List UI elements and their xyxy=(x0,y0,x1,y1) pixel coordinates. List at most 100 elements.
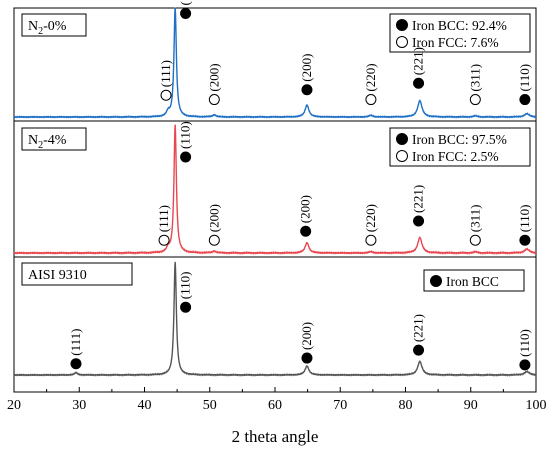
peak-label: (220) xyxy=(363,63,378,91)
fcc-marker-icon xyxy=(469,234,481,246)
peak-label: (221) xyxy=(411,314,426,342)
x-tick-label: 40 xyxy=(138,398,152,413)
peak-label: (110) xyxy=(178,121,193,149)
panel-0: N2-0% Iron BCC: 92.4% Iron FCC: 7.6% (111) (… xyxy=(13,0,537,119)
bcc-marker-icon xyxy=(70,358,82,370)
peak-label: (221) xyxy=(411,47,426,75)
fcc-marker-icon xyxy=(160,89,172,101)
sample-label-box xyxy=(21,262,133,286)
bcc-marker-icon xyxy=(413,344,425,356)
peak-label: (200) xyxy=(206,63,221,91)
legend: Iron BCC: 92.4% Iron FCC: 7.6% xyxy=(389,13,531,53)
peak-label: (221) xyxy=(411,185,426,213)
xrd-series-line xyxy=(13,7,537,119)
bcc-marker-icon xyxy=(519,234,531,246)
peak-label: (110) xyxy=(517,205,532,233)
peak-marker: (311) xyxy=(467,64,482,106)
legend-entry: Iron BCC: 97.5% xyxy=(412,132,507,147)
filled-circle-icon xyxy=(430,275,442,287)
peak-label: (110) xyxy=(517,64,532,92)
legend: Iron BCC: 97.5% Iron FCC: 2.5% xyxy=(389,127,531,167)
peak-marker: (200) xyxy=(206,204,221,246)
peak-marker: (221) xyxy=(411,185,426,227)
fcc-marker-icon xyxy=(158,234,170,246)
peak-marker: (110) xyxy=(517,329,532,371)
sample-label-box xyxy=(21,127,87,151)
sample-label: AISI 9310 xyxy=(21,262,133,286)
fcc-marker-icon xyxy=(208,94,220,106)
x-tick-label: 50 xyxy=(203,398,217,413)
legend-entry: Iron FCC: 7.6% xyxy=(412,35,499,50)
peak-marker: (200) xyxy=(299,54,314,96)
peak-marker: (200) xyxy=(298,195,313,237)
plot-frame xyxy=(13,7,537,393)
legend-box xyxy=(389,13,531,53)
peak-label: (200) xyxy=(298,195,313,223)
sample-label-text: N2-4% xyxy=(28,133,67,151)
peak-label: (111) xyxy=(158,60,173,87)
legend-entry: Iron BCC xyxy=(446,274,499,289)
bcc-marker-icon xyxy=(413,215,425,227)
bcc-marker-icon xyxy=(413,77,425,89)
x-axis-label: 2 theta angle xyxy=(232,427,319,446)
peak-label: (200) xyxy=(299,322,314,350)
peak-marker: (110) xyxy=(517,64,532,106)
sample-label-text: AISI 9310 xyxy=(28,268,87,283)
filled-circle-icon xyxy=(396,133,408,145)
peak-label: (200) xyxy=(206,204,221,232)
x-tick-label: 70 xyxy=(333,398,347,413)
legend-entry: Iron FCC: 2.5% xyxy=(412,149,499,164)
peak-marker: (221) xyxy=(411,314,426,356)
peak-label: (220) xyxy=(363,204,378,232)
fcc-marker-icon xyxy=(469,94,481,106)
x-axis: 20 30 40 50 60 70 80 90 100 xyxy=(7,387,547,413)
peak-marker: (220) xyxy=(363,63,378,106)
xrd-series-line xyxy=(13,124,537,255)
peak-label: (110) xyxy=(517,329,532,357)
peak-marker: (220) xyxy=(363,204,378,246)
peak-label: (111) xyxy=(68,328,83,355)
bcc-marker-icon xyxy=(180,7,192,19)
sample-label-text: N2-0% xyxy=(28,19,67,37)
legend: Iron BCC xyxy=(423,269,525,292)
legend-box xyxy=(423,269,525,292)
x-tick-label: 20 xyxy=(7,398,21,413)
open-circle-icon xyxy=(396,36,408,48)
panels: N2-0% Iron BCC: 92.4% Iron FCC: 7.6% (111) (… xyxy=(13,0,537,377)
sample-label: N2-0% xyxy=(21,13,87,37)
fcc-marker-icon xyxy=(365,94,377,106)
x-tick-label: 30 xyxy=(72,398,86,413)
filled-circle-icon xyxy=(396,19,408,31)
peak-marker: (221) xyxy=(411,47,426,89)
peak-label: (111) xyxy=(156,205,171,232)
x-tick-label: 60 xyxy=(268,398,282,413)
bcc-marker-icon xyxy=(180,151,192,163)
sample-label-box xyxy=(21,13,87,37)
fcc-marker-icon xyxy=(208,234,220,246)
bcc-marker-icon xyxy=(519,359,531,371)
x-tick-label: 100 xyxy=(526,398,547,413)
bcc-marker-icon xyxy=(180,301,192,313)
peak-label: (110) xyxy=(178,272,193,300)
peak-label: (110) xyxy=(178,0,193,5)
x-tick-label: 80 xyxy=(399,398,413,413)
peak-marker: (111) xyxy=(158,60,173,101)
bcc-marker-icon xyxy=(301,84,313,96)
bcc-marker-icon xyxy=(301,352,313,364)
peak-label: (311) xyxy=(467,64,482,92)
peak-marker: (111) xyxy=(156,205,171,246)
peak-marker: (110) xyxy=(178,272,193,313)
xrd-series-line xyxy=(13,261,537,377)
fcc-marker-icon xyxy=(365,234,377,246)
legend-entry: Iron BCC: 92.4% xyxy=(412,18,507,33)
panel-2: AISI 9310 Iron BCC (111) (110) (200) (221) (11… xyxy=(13,261,537,377)
peak-marker: (110) xyxy=(178,121,193,163)
peak-marker: (110) xyxy=(517,205,532,246)
x-tick-label: 90 xyxy=(464,398,478,413)
sample-label: N2-4% xyxy=(21,127,87,151)
panel-1: N2-4% Iron BCC: 97.5% Iron FCC: 2.5% (111) (… xyxy=(13,121,537,255)
legend-box xyxy=(389,127,531,167)
peak-marker: (200) xyxy=(206,63,221,106)
peak-label: (311) xyxy=(467,205,482,233)
